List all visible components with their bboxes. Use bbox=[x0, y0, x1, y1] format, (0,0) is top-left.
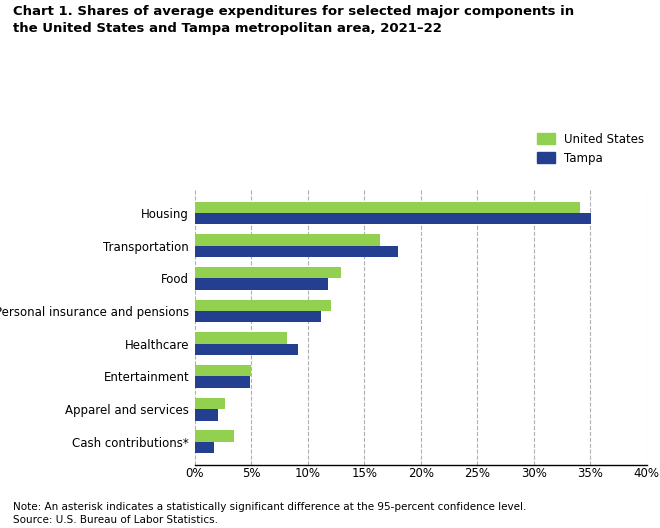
Bar bbox=[195, 442, 214, 453]
Bar bbox=[195, 409, 218, 420]
Bar bbox=[195, 234, 380, 246]
Bar bbox=[195, 246, 398, 257]
Bar bbox=[195, 213, 591, 224]
Bar bbox=[195, 202, 580, 213]
Bar bbox=[195, 278, 328, 290]
Bar bbox=[195, 398, 225, 409]
Bar bbox=[195, 430, 234, 442]
Bar bbox=[195, 365, 251, 376]
Text: Note: An asterisk indicates a statistically significant difference at the 95-per: Note: An asterisk indicates a statistica… bbox=[13, 502, 527, 525]
Bar bbox=[195, 332, 287, 344]
Bar bbox=[195, 344, 298, 355]
Bar bbox=[195, 267, 341, 278]
Legend: United States, Tampa: United States, Tampa bbox=[537, 133, 644, 165]
Text: Chart 1. Shares of average expenditures for selected major components in
the Uni: Chart 1. Shares of average expenditures … bbox=[13, 5, 574, 35]
Bar bbox=[195, 376, 250, 388]
Bar bbox=[195, 299, 331, 311]
Bar bbox=[195, 311, 321, 323]
